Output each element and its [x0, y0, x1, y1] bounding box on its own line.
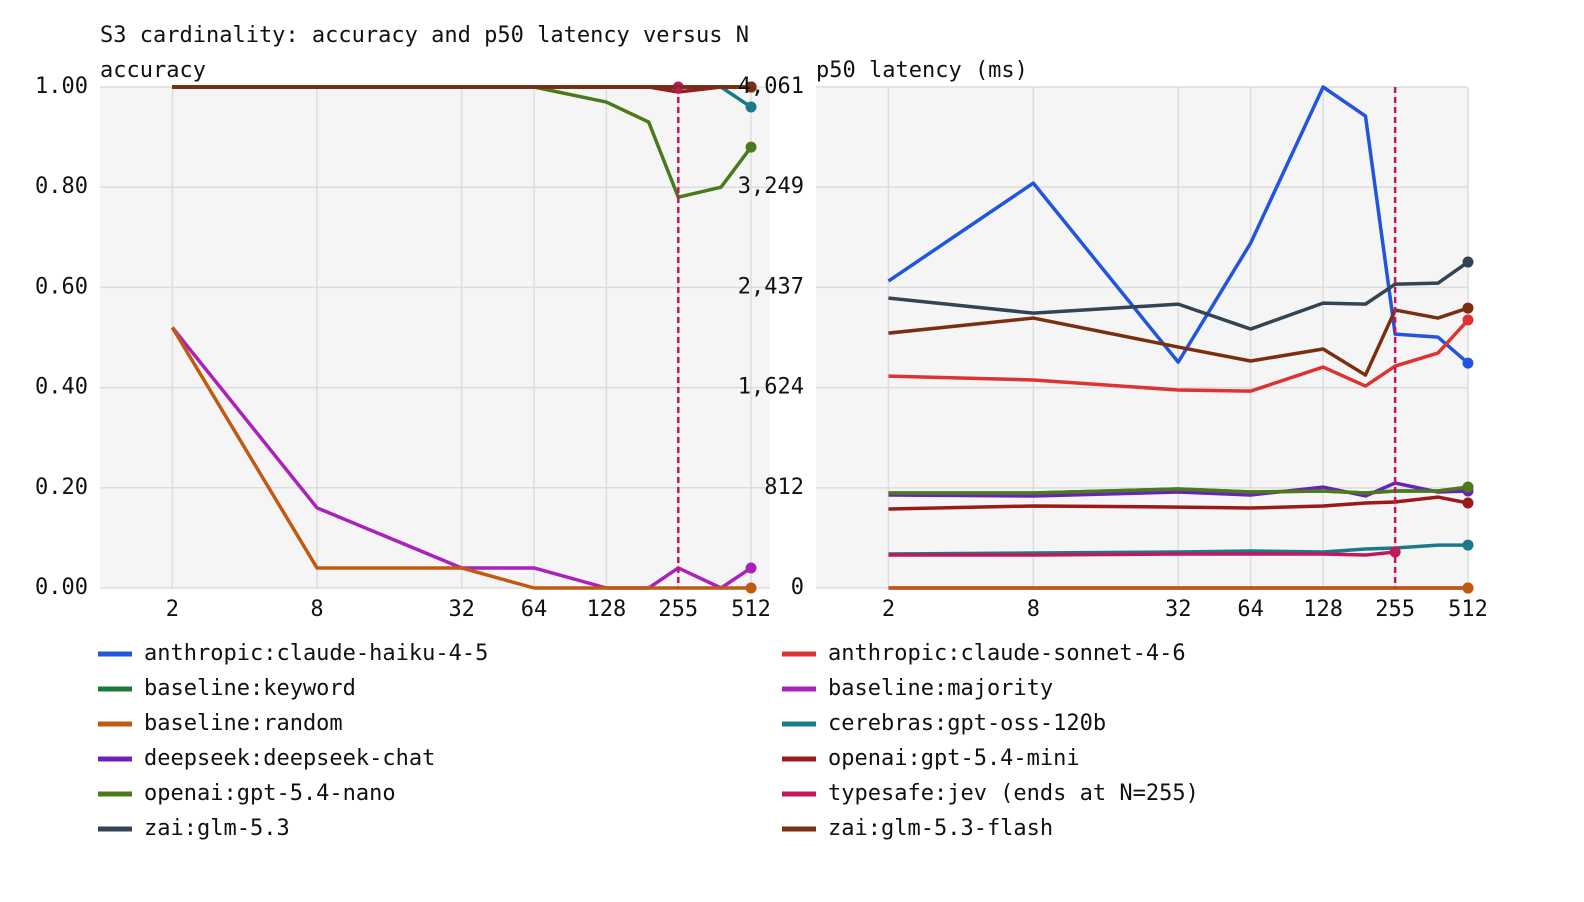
y-tick-label: 4,061 [738, 74, 804, 99]
x-tick-label: 64 [1237, 597, 1264, 622]
legend-label: anthropic:claude-sonnet-4-6 [828, 641, 1186, 666]
series-line [888, 543, 1468, 556]
x-tick-label: 128 [586, 597, 626, 622]
x-tick-label: 2 [166, 597, 179, 622]
y-tick-label: 812 [764, 475, 804, 500]
legend-label: baseline:keyword [144, 676, 356, 701]
y-tick-label: 0 [791, 575, 804, 600]
plot-background [100, 87, 770, 588]
legend-label: anthropic:claude-haiku-4-5 [144, 641, 488, 666]
end-marker [745, 562, 757, 574]
y-axis-label: accuracy [100, 58, 206, 83]
x-tick-label: 512 [731, 597, 771, 622]
x-tick-label: 2 [882, 597, 895, 622]
end-marker [1462, 539, 1474, 551]
chart-title: S3 cardinality: accuracy and p50 latency… [100, 23, 749, 48]
x-tick-label: 255 [658, 597, 698, 622]
y-tick-label: 1.00 [35, 74, 88, 99]
y-tick-label: 0.40 [35, 375, 88, 400]
legend-label: zai:glm-5.3 [144, 816, 290, 841]
x-tick-label: 8 [1027, 597, 1040, 622]
series-line [888, 485, 1469, 495]
x-tick-label: 128 [1303, 597, 1343, 622]
y-tick-label: 0.20 [35, 475, 88, 500]
end-marker [1462, 481, 1474, 493]
end-marker [1462, 302, 1474, 314]
end-marker [1462, 256, 1474, 268]
end-marker [745, 101, 757, 113]
y-tick-label: 1,624 [738, 375, 804, 400]
legend-label: typesafe:jev (ends at N=255) [828, 781, 1199, 806]
series-line [888, 550, 1396, 557]
y-tick-label: 0.60 [35, 274, 88, 299]
legend-label: deepseek:deepseek-chat [144, 746, 435, 771]
y-tick-label: 0.00 [35, 575, 88, 600]
x-tick-label: 32 [1165, 597, 1192, 622]
end-marker [1462, 357, 1474, 369]
end-marker [745, 81, 757, 93]
y-axis-label: p50 latency (ms) [816, 58, 1028, 83]
series-line [170, 326, 752, 590]
end-marker [745, 582, 757, 594]
x-tick-label: 8 [310, 597, 323, 622]
x-tick-label: 512 [1448, 597, 1488, 622]
x-tick-label: 255 [1375, 597, 1415, 622]
end-marker [1462, 497, 1474, 509]
series-line [888, 260, 1470, 331]
legend-label: zai:glm-5.3-flash [828, 816, 1053, 841]
legend-label: cerebras:gpt-oss-120b [828, 711, 1106, 736]
x-tick-label: 32 [448, 597, 475, 622]
y-tick-label: 3,249 [738, 174, 804, 199]
end-marker [1462, 582, 1474, 594]
legend-label: openai:gpt-5.4-mini [828, 746, 1080, 771]
series-line [887, 85, 1470, 365]
legend-label: baseline:random [144, 711, 343, 736]
end-marker [745, 141, 757, 153]
legend-label: baseline:majority [828, 676, 1053, 701]
series-line [888, 495, 1469, 511]
y-tick-label: 2,437 [738, 274, 804, 299]
series-line [888, 306, 1469, 377]
legend-label: openai:gpt-5.4-nano [144, 781, 396, 806]
x-tick-label: 64 [521, 597, 548, 622]
series-line [888, 318, 1470, 393]
end-marker [1462, 314, 1474, 326]
y-tick-label: 0.80 [35, 174, 88, 199]
series-line [888, 481, 1469, 498]
